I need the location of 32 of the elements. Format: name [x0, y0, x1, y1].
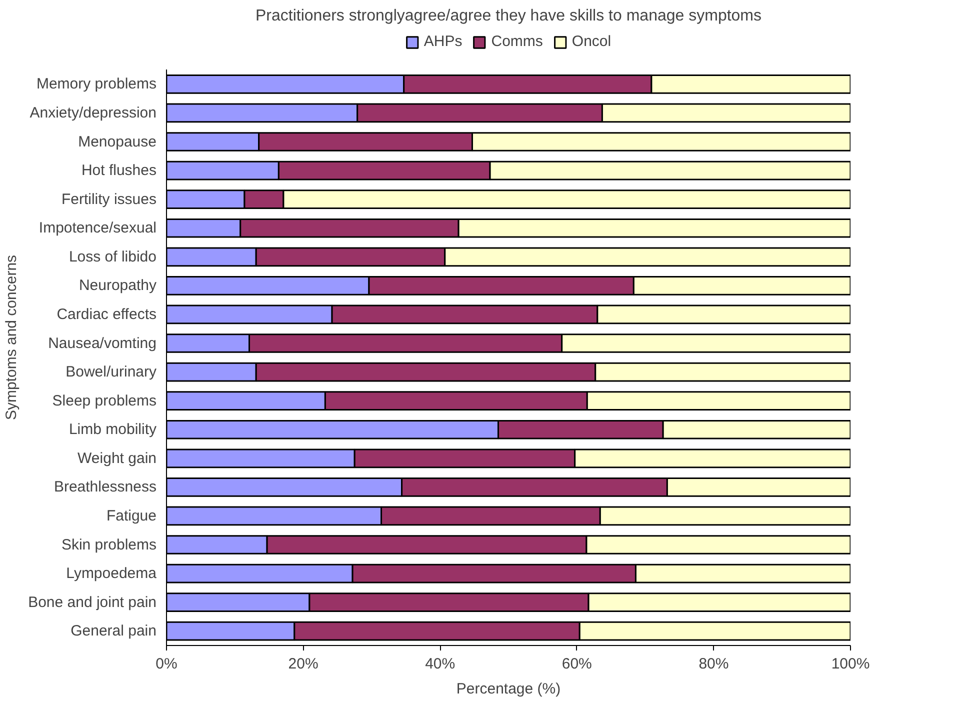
y-tick-label: Menopause — [78, 133, 157, 150]
legend-label: AHPs — [424, 33, 462, 50]
y-tick-label: Bowel/urinary — [66, 364, 157, 381]
y-tick-label: Lympoedema — [66, 565, 158, 582]
x-tick-label: 100% — [831, 656, 870, 672]
y-tick-label: Nausea/vomting — [48, 334, 157, 352]
y-tick-label: Sleep problems — [52, 392, 157, 410]
y-tick-label: Weight gain — [78, 450, 157, 467]
y-tick-label: Neuropathy — [78, 277, 157, 294]
chart-title: Practitioners stronglyagree/agree they have skills to manage symptoms — [255, 8, 762, 24]
y-tick-label: Memory problems — [36, 76, 156, 93]
x-tick-label: 60% — [562, 656, 592, 672]
x-tick-label: 40% — [425, 656, 456, 672]
y-axis-title: Symptoms and concerns — [3, 254, 20, 420]
y-tick-label: Bone and joint pain — [28, 594, 156, 611]
y-tick-label: Hot flushes — [81, 162, 157, 180]
y-tick-label: Impotence/sexual — [38, 220, 157, 237]
y-tick-label: Cardiac effects — [56, 306, 157, 323]
y-tick-label: Limb mobility — [68, 421, 157, 438]
x-tick-label: 20% — [288, 656, 318, 672]
y-tick-label: Anxiety/depression — [30, 104, 157, 122]
y-tick-label: Skin problems — [61, 536, 157, 554]
y-tick-label: Breathlessness — [54, 478, 157, 496]
x-axis-title: Percentage (%) — [456, 680, 561, 698]
x-tick-label: 80% — [698, 656, 729, 672]
legend-label: Comms — [491, 33, 543, 50]
legend-label: Oncol — [572, 33, 612, 50]
y-tick-label: Fertility issues — [61, 190, 157, 208]
x-tick-label: 0% — [156, 656, 178, 672]
y-tick-label: Loss of libido — [68, 248, 157, 266]
y-tick-label: General pain — [70, 622, 157, 640]
y-tick-label: Fatigue — [106, 507, 157, 524]
